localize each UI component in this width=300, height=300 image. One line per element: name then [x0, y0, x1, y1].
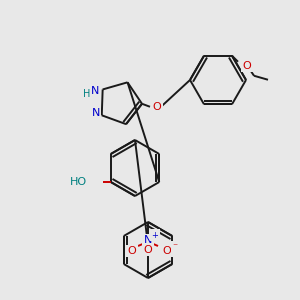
Text: O: O [128, 246, 136, 256]
Text: N: N [144, 235, 152, 245]
Text: O: O [163, 246, 171, 256]
Text: N: N [92, 108, 100, 118]
Text: O: O [243, 61, 251, 71]
Text: H: H [83, 89, 90, 100]
Text: ⁻: ⁻ [172, 242, 178, 252]
Text: N: N [91, 86, 99, 97]
Text: +: + [152, 230, 158, 239]
Text: O: O [153, 102, 161, 112]
Text: HO: HO [70, 177, 87, 187]
Text: O: O [144, 245, 152, 255]
